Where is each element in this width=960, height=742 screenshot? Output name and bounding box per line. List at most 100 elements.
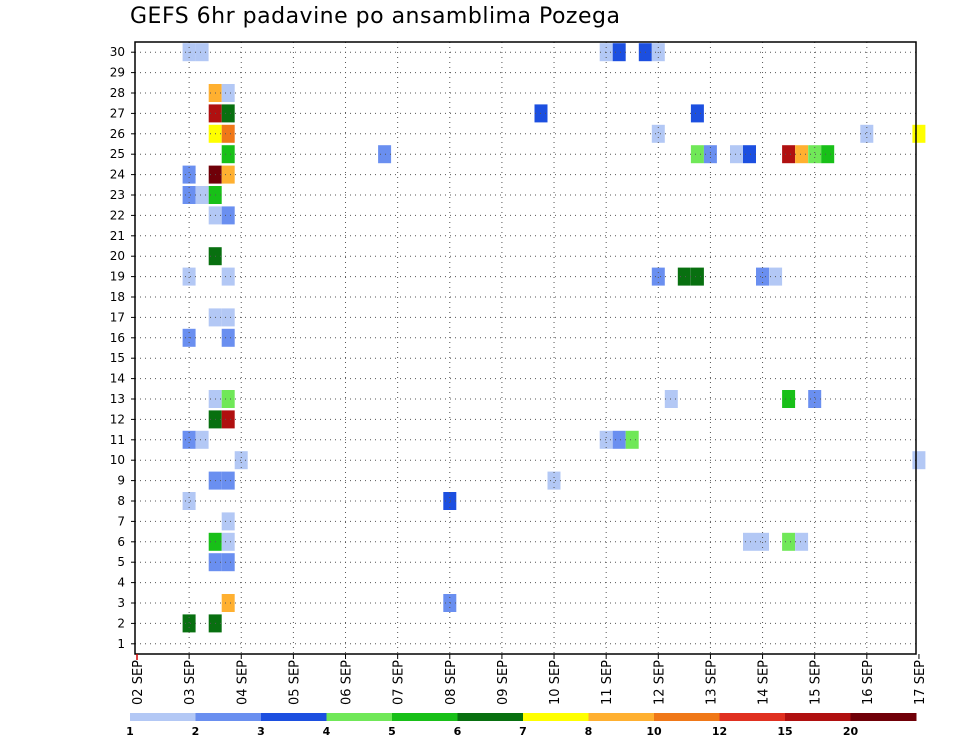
heatmap-cell	[221, 512, 235, 531]
heatmap-cell	[378, 145, 392, 164]
heatmap-cell	[195, 186, 209, 204]
x-tick-label: 08 SEP	[444, 660, 459, 705]
colorbar-label: 1	[126, 725, 134, 738]
heatmap-cell	[221, 267, 235, 286]
y-tick-label: 15	[110, 351, 125, 365]
heatmap-cell	[625, 430, 639, 449]
x-tick-label: 16 SEP	[861, 660, 876, 705]
y-tick-label: 29	[110, 66, 125, 80]
y-tick-label: 10	[110, 453, 125, 467]
x-tick-label: 06 SEP	[340, 660, 355, 705]
y-tick-label: 20	[110, 249, 125, 263]
heatmap-cell	[690, 104, 704, 123]
y-tick-label: 21	[110, 229, 125, 243]
heatmap-cell	[234, 451, 248, 470]
colorbar-swatch	[195, 713, 262, 721]
colorbar-label: 8	[585, 725, 593, 738]
y-tick-label: 28	[110, 86, 125, 100]
heatmap-cell	[221, 390, 235, 408]
y-tick-label: 16	[110, 331, 125, 345]
heatmap-cell	[182, 492, 196, 510]
colorbar-swatch	[457, 713, 524, 721]
heatmap-cell	[195, 430, 209, 449]
heatmap-cell	[677, 267, 691, 286]
y-tick-label: 6	[117, 535, 125, 549]
heatmap-cell	[756, 532, 769, 551]
heatmap-cell	[221, 410, 235, 429]
colorbar-label: 3	[257, 725, 265, 738]
heatmap-cell	[182, 430, 196, 449]
heatmap-cell	[221, 206, 235, 225]
colorbar-label: 10	[646, 725, 662, 738]
heatmap-cell	[782, 532, 796, 551]
colorbar-label: 4	[323, 725, 331, 738]
x-tick-label: 03 SEP	[183, 660, 198, 705]
colorbar-swatch	[654, 713, 720, 721]
heatmap-cell	[182, 165, 196, 184]
colorbar-label: 15	[777, 725, 792, 738]
colorbar-swatch	[392, 713, 458, 721]
y-tick-label: 8	[117, 494, 125, 508]
colorbar: 1 2 3 4 5 6 7 8 10 12 15 20	[126, 713, 917, 738]
heatmap-cell	[195, 43, 209, 62]
grid-layer	[135, 42, 916, 654]
x-tick-label: 12 SEP	[652, 660, 667, 705]
heatmap-cell	[690, 145, 704, 164]
heatmap-cell	[756, 267, 769, 286]
y-tick-label: 11	[110, 433, 125, 447]
heatmap-cell	[730, 145, 743, 164]
y-tick-label: 13	[110, 392, 125, 406]
y-tick-label: 1	[117, 637, 125, 651]
y-tick-label: 4	[117, 576, 125, 590]
x-tick-label: 11 SEP	[600, 660, 615, 705]
heatmap-cell	[221, 165, 235, 184]
x-tick-label: 10 SEP	[548, 660, 563, 705]
x-tick-label: 14 SEP	[757, 660, 772, 705]
heatmap-cell	[221, 124, 235, 143]
heatmap-cell	[795, 532, 809, 551]
y-tick-label: 22	[110, 208, 125, 222]
colorbar-label: 5	[388, 725, 396, 738]
heatmap-cell	[690, 267, 704, 286]
heatmap-cell	[612, 43, 626, 62]
heatmap-cell	[221, 328, 235, 347]
colorbar-label: 2	[192, 725, 200, 738]
y-tick-label: 27	[110, 106, 125, 120]
x-tick-label: 17 SEP	[913, 660, 928, 705]
x-tick-label: 13 SEP	[704, 660, 719, 705]
chart-title: GEFS 6hr padavine po ansamblima Pozega	[130, 4, 621, 29]
colorbar-swatch	[326, 713, 393, 721]
heatmap-cell	[782, 145, 796, 164]
heatmap-cell	[664, 390, 678, 408]
heatmap-cell	[182, 614, 196, 633]
colorbar-label: 12	[712, 725, 727, 738]
colorbar-swatch	[785, 713, 851, 721]
heatmap-cell	[221, 308, 235, 327]
heatmap-cell	[743, 532, 756, 551]
colorbar-label: 6	[454, 725, 462, 738]
x-tick-label: 02 SEP	[131, 660, 146, 705]
y-tick-label: 25	[110, 147, 125, 161]
heatmap-cell	[808, 145, 822, 164]
y-tick-label: 7	[117, 514, 125, 528]
heatmap-cell	[651, 267, 665, 286]
colorbar-swatch	[523, 713, 589, 721]
heatmap-cell	[912, 124, 926, 143]
x-tick-label: 04 SEP	[235, 660, 250, 705]
heatmap-cell	[221, 553, 235, 572]
cells-layer	[182, 43, 926, 633]
y-tick-label: 2	[117, 616, 125, 630]
heatmap-cell	[221, 84, 235, 102]
heatmap-cell	[782, 390, 796, 408]
y-axis: 1234567891011121314151617181920212223242…	[110, 45, 135, 651]
colorbar-swatch	[850, 713, 917, 721]
y-tick-label: 30	[110, 45, 125, 59]
colorbar-swatch	[719, 713, 786, 721]
x-tick-label: 09 SEP	[496, 660, 511, 705]
y-tick-label: 12	[110, 412, 125, 426]
heatmap-cell	[221, 532, 235, 551]
y-tick-label: 14	[110, 372, 125, 386]
heatmap-cell	[443, 492, 457, 510]
heatmap-cell	[221, 594, 235, 612]
